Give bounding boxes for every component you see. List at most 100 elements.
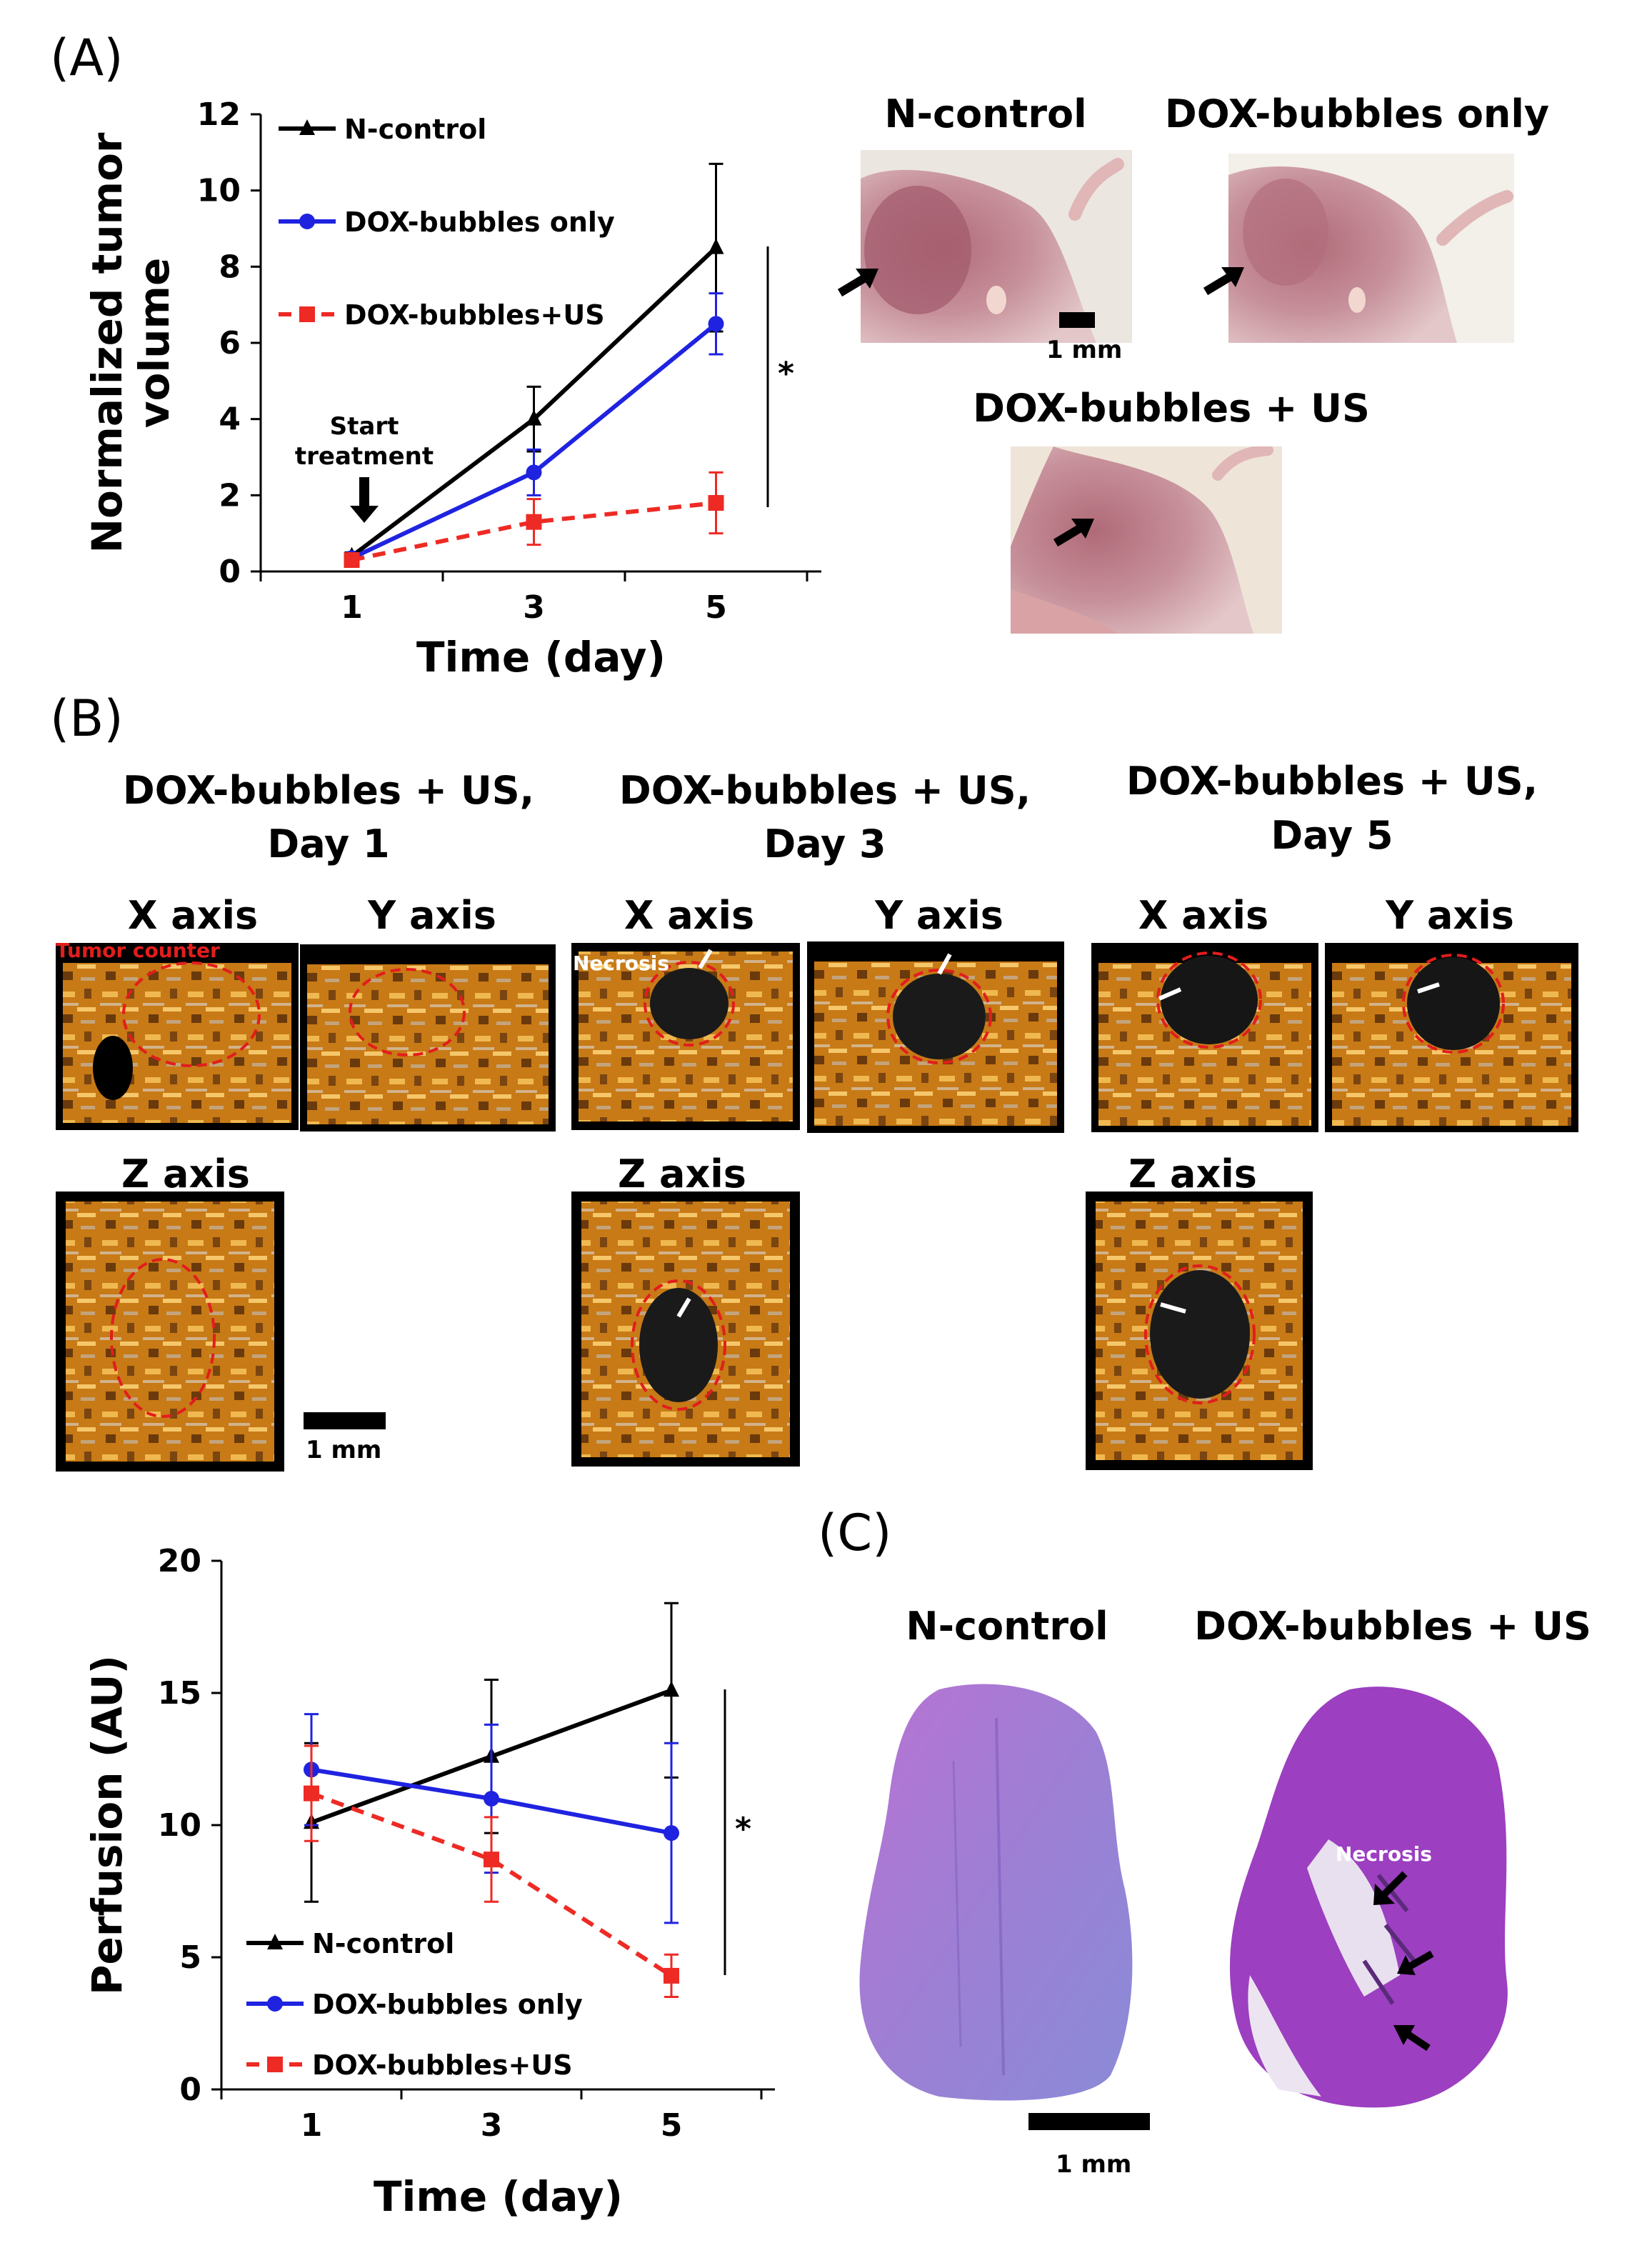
y-tick-label: 0: [179, 2072, 201, 2108]
data-point: [484, 1852, 499, 1868]
mouse-photo-n-control: [861, 150, 1132, 343]
data-point: [664, 1825, 679, 1842]
us-image-day5-x: [1091, 943, 1318, 1132]
us-image-day1-x: Tumor counter: [56, 943, 299, 1130]
y-tick-label: 6: [219, 325, 241, 361]
legend-marker: [299, 214, 315, 229]
data-point: [708, 495, 724, 511]
histology-dox-bubbles-us: Necrosis: [1229, 1687, 1508, 2108]
x-tick-label: 3: [523, 589, 545, 626]
axis-label-y: Y axis: [368, 893, 496, 938]
legend-marker: [267, 1934, 283, 1949]
significance-marker: *: [778, 356, 794, 392]
legend-label: DOX-bubbles only: [344, 206, 615, 238]
y-tick-label: 15: [158, 1675, 201, 1712]
axis-label-y: Y axis: [1386, 893, 1514, 938]
data-point: [344, 552, 360, 568]
panel-label-c: (C): [818, 1504, 892, 1562]
tumor-arrow-icon: [1203, 267, 1244, 296]
down-arrow-icon: [350, 506, 379, 523]
legend-label: DOX-bubbles only: [312, 1989, 583, 2020]
legend-label: DOX-bubbles+US: [312, 2049, 573, 2081]
us-image-day3-y: [807, 941, 1064, 1133]
mouse-photo-dox-bubbles-us: [1011, 446, 1282, 634]
axis-label-z: Z axis: [121, 1152, 250, 1197]
tumor-volume-chart: 0 2 4 6 8 10 12 1 3 5 Time (day) Normalized tumorvo…: [83, 96, 821, 681]
scale-bar: [304, 1412, 386, 1429]
data-point: [664, 1681, 679, 1697]
necrosis-label: Necrosis: [1336, 1842, 1432, 1866]
x-tick-label: 1: [301, 2107, 323, 2144]
y-tick-label: 20: [158, 1547, 201, 1579]
y-tick-label: 12: [197, 96, 241, 133]
scale-bar-label: 1 mm: [1056, 2150, 1132, 2179]
tumor-arrow-icon: [837, 269, 878, 297]
histology-n-control: [859, 1684, 1133, 2101]
panel-label-a: (A): [50, 29, 124, 87]
scale-bar-label: 1 mm: [1046, 336, 1123, 364]
y-tick-label: 0: [219, 554, 241, 590]
histology-title-dox-bubbles-us: DOX-bubbles + US: [1194, 1604, 1591, 1649]
x-tick-label: 1: [341, 589, 363, 626]
x-tick-label: 5: [705, 589, 727, 626]
day1-title-line1: DOX-bubbles + US,: [122, 768, 535, 813]
axis-label-z: Z axis: [1128, 1152, 1257, 1197]
scale-bar: [1028, 2113, 1150, 2130]
legend-marker: [299, 119, 315, 135]
legend-marker: [267, 1996, 283, 2012]
necrosis-label: Necrosis: [573, 951, 669, 975]
legend-label: N-control: [344, 114, 486, 145]
day1-title-line2: Day 1: [267, 821, 390, 866]
data-point: [484, 1791, 499, 1807]
axis-label-y: Y axis: [875, 893, 1003, 938]
day5-title-line2: Day 5: [1271, 813, 1393, 858]
scale-bar-label: 1 mm: [306, 1436, 382, 1464]
axis-label-z: Z axis: [618, 1152, 746, 1197]
y-tick-label: 10: [197, 173, 241, 209]
us-image-day5-z: [1086, 1192, 1313, 1470]
start-treatment-label: treatment: [295, 442, 434, 471]
y-axis-title: volume: [130, 258, 179, 429]
data-point: [526, 409, 542, 426]
x-tick-label: 5: [661, 2107, 683, 2144]
x-axis-title: Time (day): [416, 633, 666, 681]
legend-label: N-control: [312, 1928, 454, 1959]
legend-marker: [267, 2057, 283, 2072]
y-tick-label: 4: [219, 401, 241, 438]
mouse-photo-dox-bubbles-only: [1228, 154, 1514, 343]
histology-title-n-control: N-control: [906, 1604, 1108, 1649]
necrosis-arrow-icon: [1393, 2025, 1431, 2052]
data-point: [664, 1967, 679, 1984]
us-image-day5-y: [1325, 943, 1578, 1132]
y-tick-label: 8: [219, 249, 241, 285]
y-axis-title: Normalized tumor: [83, 132, 131, 553]
photo-title-n-control: N-control: [884, 91, 1087, 136]
panel-label-b: (B): [50, 689, 124, 748]
tumor-arrow-icon: [1053, 519, 1094, 547]
day5-title-line1: DOX-bubbles + US,: [1126, 759, 1538, 804]
x-tick-label: 3: [481, 2107, 503, 2144]
axis-label-x: X axis: [624, 893, 755, 938]
us-image-day3-z: [571, 1192, 800, 1467]
data-point: [304, 1785, 319, 1802]
start-treatment-label: Start: [330, 412, 399, 441]
day3-title-line1: DOX-bubbles + US,: [619, 768, 1031, 813]
legend-marker: [299, 306, 315, 322]
y-tick-label: 10: [158, 1807, 201, 1844]
data-point: [708, 316, 724, 332]
necrosis-arrow-icon: [1397, 1950, 1434, 1975]
us-image-day1-z: [56, 1192, 284, 1472]
significance-marker: *: [735, 1811, 751, 1847]
us-image-day3-x: Necrosis: [571, 943, 800, 1130]
photo-title-dox-bubbles-only: DOX-bubbles only: [1164, 91, 1550, 136]
axis-label-x: X axis: [1138, 893, 1269, 938]
data-point: [526, 464, 542, 481]
us-image-day1-y: [300, 944, 556, 1131]
scale-bar: [1059, 312, 1095, 328]
series-line-2: [351, 501, 716, 562]
photo-title-dox-bubbles-us: DOX-bubbles + US: [973, 386, 1370, 431]
x-axis-title: Time (day): [374, 2172, 623, 2221]
day3-title-line2: Day 3: [764, 821, 886, 866]
perfusion-chart: 0 5 10 15 20 1 3 5 Time (day) Perfusion (AU) N-con…: [83, 1547, 775, 2221]
data-point: [708, 238, 724, 254]
